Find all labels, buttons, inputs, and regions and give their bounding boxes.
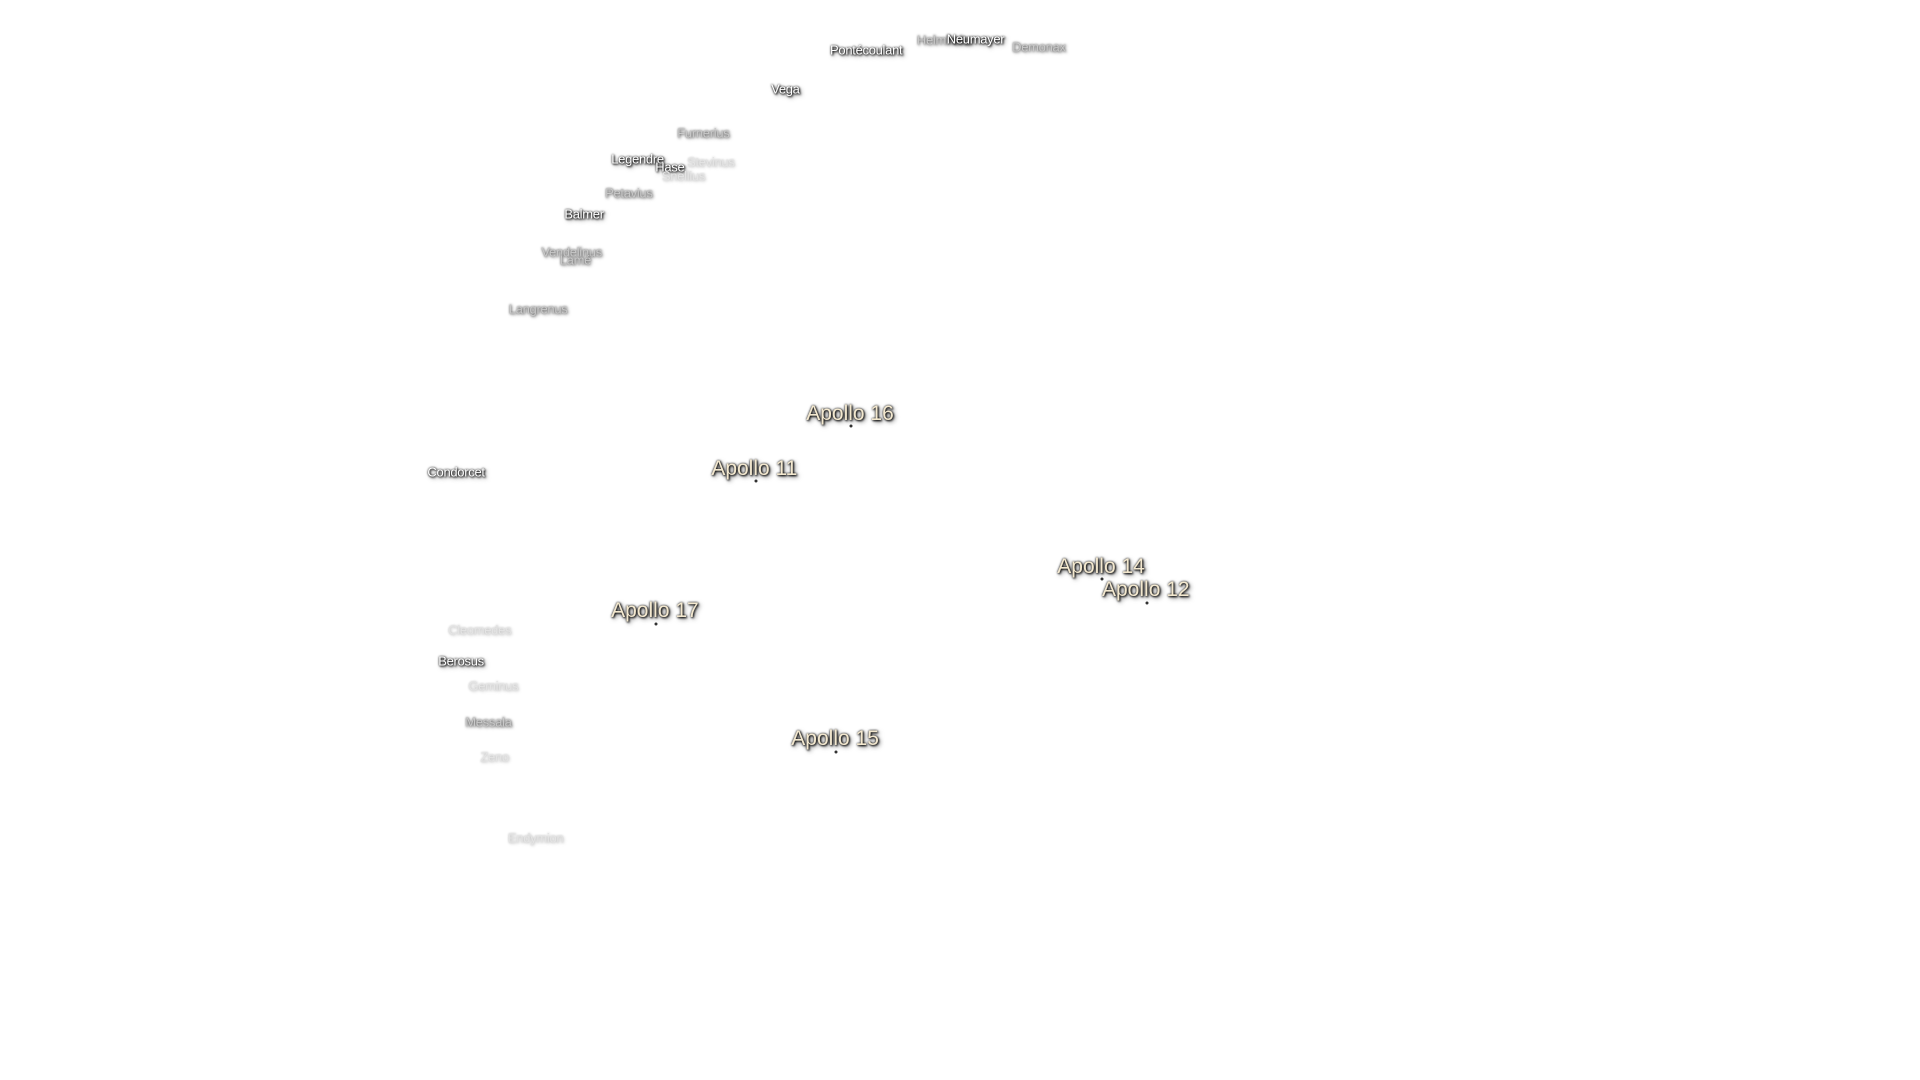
- crater-label: Stevinus: [687, 154, 735, 170]
- crater-label: Lamé: [559, 252, 592, 268]
- crater-label: Vendelinus: [541, 244, 602, 260]
- crater-label: Snellius: [661, 168, 706, 184]
- crater-label: Petavius: [605, 185, 653, 201]
- crater-label: Balmer: [564, 206, 604, 222]
- landing-site-label: Apollo 15: [791, 727, 879, 751]
- crater-label: Cleomedes: [448, 622, 512, 638]
- crater-label: Zeno: [480, 749, 509, 765]
- crater-label: Messala: [465, 714, 512, 730]
- crater-label: Neumayer: [946, 31, 1005, 47]
- crater-label: Hase: [655, 159, 685, 175]
- crater-label: Condorcet: [427, 464, 485, 480]
- crater-label: Berosus: [438, 653, 484, 669]
- crater-label: Furnerius: [677, 125, 730, 141]
- crater-label: Pontécoulant: [830, 42, 903, 58]
- landing-site-label: Apollo 16: [806, 401, 894, 425]
- site-marker: [1145, 601, 1149, 605]
- site-marker: [754, 479, 758, 483]
- crater-label: Vega: [771, 81, 800, 97]
- crater-label: Geminus: [468, 678, 519, 694]
- landing-site-label: Apollo 14: [1057, 554, 1145, 578]
- site-marker: [654, 622, 658, 626]
- landing-site-label: Apollo 11: [711, 456, 798, 480]
- landing-site-label: Apollo 17: [611, 599, 699, 623]
- landing-site-label: Apollo 12: [1101, 578, 1190, 602]
- crater-label: Helmholtz: [916, 32, 973, 48]
- site-marker: [849, 424, 853, 428]
- crater-label: Endymion: [507, 830, 564, 846]
- crater-label: Langrenus: [508, 301, 568, 317]
- site-marker: [834, 750, 838, 754]
- site-marker: [1100, 577, 1104, 581]
- crater-label: Demonax: [1012, 39, 1066, 55]
- crater-label: Legendre: [611, 151, 664, 167]
